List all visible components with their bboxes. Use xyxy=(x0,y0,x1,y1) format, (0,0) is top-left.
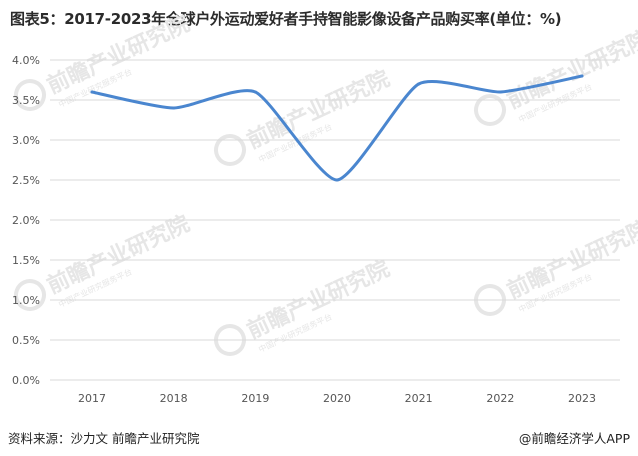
y-tick-label: 3.5% xyxy=(12,94,40,107)
data-point xyxy=(172,106,176,110)
watermark-text: 前瞻产业研究院 xyxy=(43,211,194,300)
data-point xyxy=(417,82,421,86)
series-layer xyxy=(90,74,584,182)
data-point xyxy=(580,74,584,78)
y-tick-label: 4.0% xyxy=(12,54,40,67)
x-tick-label: 2019 xyxy=(241,392,269,405)
watermark-logo-icon xyxy=(474,284,506,316)
watermark-logo-icon xyxy=(14,279,46,311)
watermark-logo-icon xyxy=(214,324,246,356)
x-tick-label: 2018 xyxy=(160,392,188,405)
x-tick-label: 2022 xyxy=(486,392,514,405)
x-axis-ticks: 2017 2018 2019 2020 2021 2022 2023 xyxy=(78,392,596,405)
data-point xyxy=(253,90,257,94)
y-tick-label: 0.5% xyxy=(12,334,40,347)
data-point xyxy=(498,90,502,94)
chart-title: 图表5：2017-2023年全球户外运动爱好者手持智能影像设备产品购买率(单位：… xyxy=(10,10,562,28)
y-tick-label: 2.5% xyxy=(12,174,40,187)
source-note: 资料来源：沙力文 前瞻产业研究院 xyxy=(8,431,200,446)
watermark-logo-icon xyxy=(474,94,506,126)
y-tick-label: 1.5% xyxy=(12,254,40,267)
y-axis-ticks: 0.0% 0.5% 1.0% 1.5% 2.0% 2.5% 3.0% 3.5% 4.0% xyxy=(12,54,40,387)
data-point xyxy=(90,90,94,94)
watermark-text: 前瞻产业研究院 xyxy=(43,11,194,100)
x-tick-label: 2023 xyxy=(568,392,596,405)
data-point xyxy=(335,178,339,182)
watermark-text: 前瞻产业研究院 xyxy=(243,66,394,155)
x-tick-label: 2020 xyxy=(323,392,351,405)
y-tick-label: 2.0% xyxy=(12,214,40,227)
y-tick-label: 3.0% xyxy=(12,134,40,147)
y-tick-label: 1.0% xyxy=(12,294,40,307)
x-tick-label: 2021 xyxy=(405,392,433,405)
y-tick-label: 0.0% xyxy=(12,374,40,387)
credit-note: @前瞻经济学人APP xyxy=(518,431,630,446)
x-tick-label: 2017 xyxy=(78,392,106,405)
watermark-logo-icon xyxy=(14,79,46,111)
watermark-logo-icon xyxy=(214,134,246,166)
